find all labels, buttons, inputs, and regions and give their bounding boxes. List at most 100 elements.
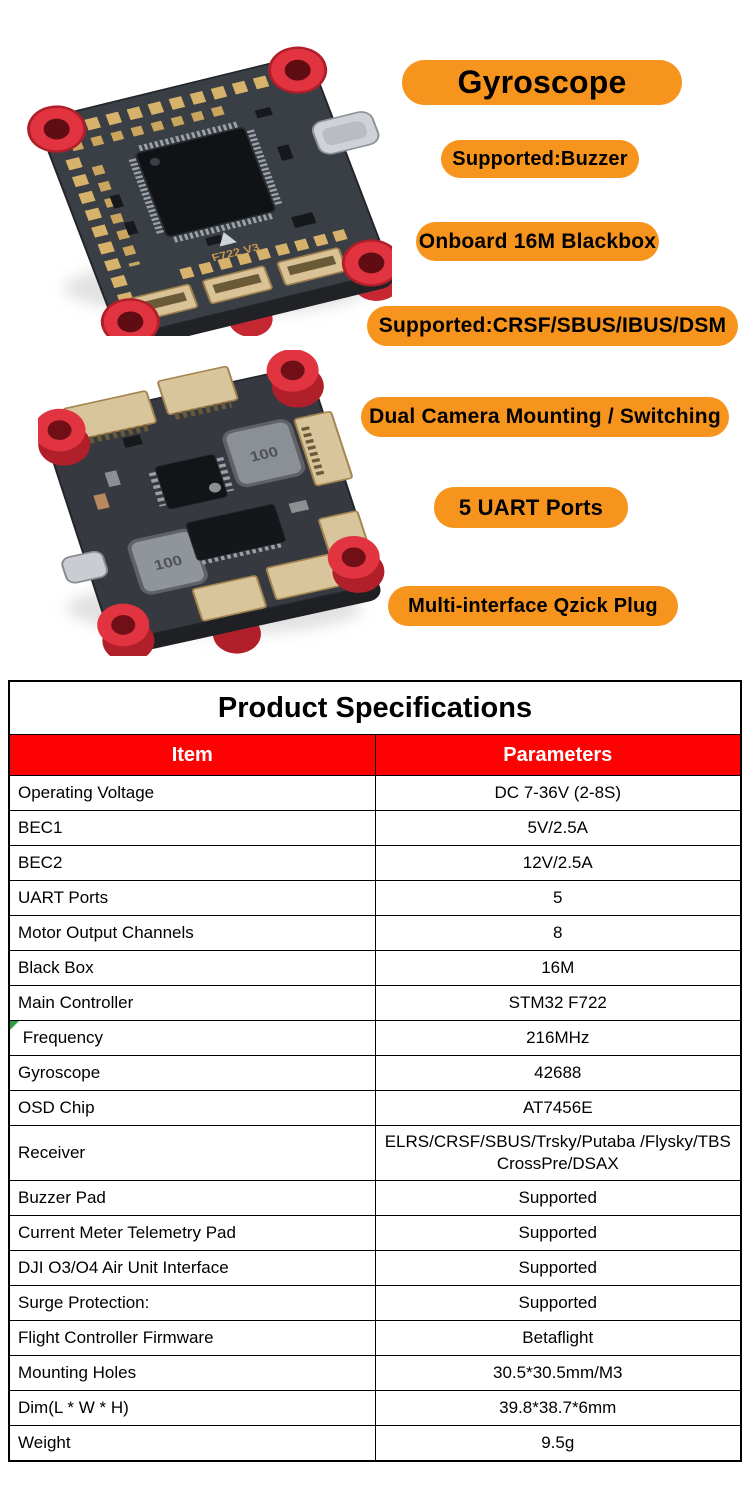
spec-value-label: Supported (518, 1187, 597, 1207)
badge-supported-buzzer: Supported:Buzzer (441, 140, 639, 178)
column-header-item: Item (8, 734, 376, 776)
spec-row: DJI O3/O4 Air Unit Interface Supported (8, 1250, 742, 1286)
badge-supported-protocols: Supported:CRSF/SBUS/IBUS/DSM (367, 306, 738, 346)
fc-board-illustration: F722 V3 (27, 46, 401, 359)
spec-value-label: 16M (541, 957, 575, 977)
column-header-parameters: Parameters (374, 734, 742, 776)
spec-item-label: Surge Protection: (18, 1293, 150, 1312)
spec-item-label: Motor Output Channels (18, 923, 194, 942)
spec-value-label: 42688 (534, 1062, 582, 1082)
spec-value-label: 30.5*30.5mm/M3 (493, 1362, 623, 1382)
spec-item-label: Weight (18, 1433, 71, 1452)
spec-row: Motor Output Channels 8 (8, 915, 742, 951)
spec-item-label: Mounting Holes (18, 1363, 137, 1382)
spec-value-cell: Supported (374, 1250, 742, 1286)
spec-table: Product Specifications Item Parameters O… (8, 680, 742, 1462)
spec-item-cell: Motor Output Channels (8, 915, 376, 951)
spec-row: Receiver ELRS/CRSF/SBUS/Trsky/Putaba /Fly… (8, 1125, 742, 1181)
spec-value-label: 8 (553, 922, 563, 942)
spec-row: Black Box 16M (8, 950, 742, 986)
badge-dual-camera-mounting: Dual Camera Mounting / Switching (361, 397, 729, 437)
spec-item-cell: Operating Voltage (8, 775, 376, 811)
spec-item-cell: OSD Chip (8, 1090, 376, 1126)
spec-row: Buzzer Pad Supported (8, 1180, 742, 1216)
spec-row: Surge Protection: Supported (8, 1285, 742, 1321)
spec-row: Flight Controller Firmware Betaflight (8, 1320, 742, 1356)
spec-item-cell: Dim(L * W * H) (8, 1390, 376, 1426)
spec-value-cell: 216MHz (374, 1020, 742, 1056)
spec-value-label: DC 7-36V (2-8S) (494, 782, 622, 802)
spec-value-cell: 30.5*30.5mm/M3 (374, 1355, 742, 1391)
top-board-photo: F722 V3 (26, 46, 401, 359)
spec-value-label: Supported (518, 1257, 597, 1277)
spec-row: BEC2 12V/2.5A (8, 845, 742, 881)
spec-item-label: Operating Voltage (18, 783, 155, 802)
spec-title-row: Product Specifications (8, 680, 742, 735)
spec-item-cell: BEC2 (8, 845, 376, 881)
spec-item-cell: BEC1 (8, 810, 376, 846)
spec-item-label: Current Meter Telemetry Pad (18, 1223, 236, 1242)
badge-gyroscope: Gyroscope (402, 60, 682, 105)
spec-value-label: ELRS/CRSF/SBUS/Trsky/Putaba /Flysky/TBS … (384, 1131, 731, 1173)
spec-item-cell: Frequency (8, 1020, 376, 1056)
spec-value-label: Supported (518, 1292, 597, 1312)
spec-value-label: 12V/2.5A (522, 852, 593, 872)
spec-value-cell: Supported (374, 1180, 742, 1216)
spec-table-body: Product Specifications Item Parameters O… (8, 680, 742, 1462)
spec-item-cell: Weight (8, 1425, 376, 1462)
spec-item-label: Gyroscope (18, 1063, 101, 1082)
spec-row: Main Controller STM32 F722 (8, 985, 742, 1021)
spec-value-cell: AT7456E (374, 1090, 742, 1126)
spec-item-label: BEC1 (18, 818, 63, 837)
spec-item-label: UART Ports (18, 888, 109, 907)
spec-value-cell: DC 7-36V (2-8S) (374, 775, 742, 811)
spec-value-cell: 39.8*38.7*6mm (374, 1390, 742, 1426)
inductor-label: 100 (152, 553, 184, 574)
spec-item-label: Buzzer Pad (18, 1188, 106, 1207)
spec-item-cell: Main Controller (8, 985, 376, 1021)
spec-table-title: Product Specifications (8, 680, 742, 735)
spec-item-cell: Gyroscope (8, 1055, 376, 1091)
inductor-label: 100 (248, 444, 280, 465)
spec-item-cell: Buzzer Pad (8, 1180, 376, 1216)
spec-row: OSD Chip AT7456E (8, 1090, 742, 1126)
spec-value-label: AT7456E (522, 1097, 593, 1117)
spec-value-label: STM32 F722 (508, 992, 607, 1012)
spec-value-label: 39.8*38.7*6mm (499, 1397, 617, 1417)
spec-item-label: Dim(L * W * H) (18, 1398, 129, 1417)
spec-item-label: Frequency (18, 1028, 104, 1047)
spec-item-cell: Black Box (8, 950, 376, 986)
spec-row: BEC1 5V/2.5A (8, 810, 742, 846)
spec-value-cell: Supported (374, 1285, 742, 1321)
spec-row: Frequency 216MHz (8, 1020, 742, 1056)
badge-5-uart-ports: 5 UART Ports (434, 487, 628, 528)
spec-value-cell: Betaflight (374, 1320, 742, 1356)
spec-value-cell: 5 (374, 880, 742, 916)
bottom-board-photo: 100 100 (33, 349, 390, 663)
spec-header-row: Item Parameters (8, 734, 742, 776)
spec-value-cell: 16M (374, 950, 742, 986)
spec-row: Dim(L * W * H) 39.8*38.7*6mm (8, 1390, 742, 1426)
spec-value-label: 5 (553, 887, 563, 907)
spec-row: Current Meter Telemetry Pad Supported (8, 1215, 742, 1251)
spec-item-label: BEC2 (18, 853, 63, 872)
spec-row: Mounting Holes 30.5*30.5mm/M3 (8, 1355, 742, 1391)
spec-item-cell: UART Ports (8, 880, 376, 916)
spec-value-cell: 12V/2.5A (374, 845, 742, 881)
spec-row: Gyroscope 42688 (8, 1055, 742, 1091)
spec-item-cell: Receiver (8, 1125, 376, 1181)
spec-value-cell: 9.5g (374, 1425, 742, 1462)
spec-item-label: Black Box (18, 958, 94, 977)
spec-item-cell: Surge Protection: (8, 1285, 376, 1321)
spec-value-label: 5V/2.5A (527, 817, 589, 837)
spec-value-cell: STM32 F722 (374, 985, 742, 1021)
spec-value-cell: ELRS/CRSF/SBUS/Trsky/Putaba /Flysky/TBS … (374, 1125, 742, 1181)
spec-item-cell: DJI O3/O4 Air Unit Interface (8, 1250, 376, 1286)
spec-row: Operating Voltage DC 7-36V (2-8S) (8, 775, 742, 811)
spec-item-cell: Flight Controller Firmware (8, 1320, 376, 1356)
spec-item-label: Receiver (18, 1143, 86, 1162)
spec-value-cell: 42688 (374, 1055, 742, 1091)
spec-value-cell: 8 (374, 915, 742, 951)
spec-value-cell: Supported (374, 1215, 742, 1251)
spec-item-label: DJI O3/O4 Air Unit Interface (18, 1258, 229, 1277)
